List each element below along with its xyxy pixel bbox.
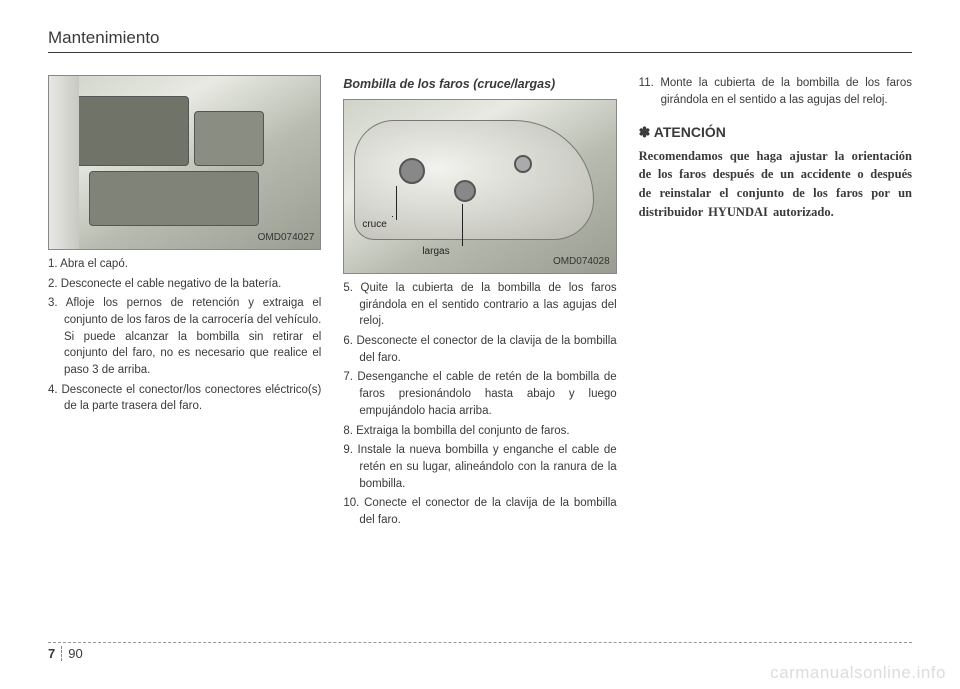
attention-heading: ✽ ATENCIÓN — [639, 122, 912, 142]
footer-divider — [48, 642, 912, 643]
chapter-number: 7 — [48, 646, 62, 661]
steps-list-2: 5. Quite la cubierta de la bombilla de l… — [343, 280, 616, 528]
section-title: Mantenimiento — [48, 28, 912, 48]
column-2: Bombilla de los faros (cruce/largas) cru… — [343, 75, 616, 532]
step-3: 3. Afloje los pernos de retención y extr… — [48, 295, 321, 378]
step-6: 6. Desconecte el conector de la clavija … — [343, 333, 616, 366]
steps-list-3: 11. Monte la cubierta de la bombilla de … — [639, 75, 912, 108]
figure-headlamp: cruce largas OMD074028 — [343, 99, 616, 274]
label-cruce: cruce — [362, 218, 386, 233]
manual-page: Mantenimiento OMD074027 1. Abra el capó.… — [0, 0, 960, 689]
column-1: OMD074027 1. Abra el capó. 2. Desconecte… — [48, 75, 321, 532]
step-2: 2. Desconecte el cable negativo de la ba… — [48, 276, 321, 293]
step-4: 4. Desconecte el conector/los conectores… — [48, 382, 321, 415]
step-8: 8. Extraiga la bombilla del conjunto de … — [343, 423, 616, 440]
label-largas: largas — [422, 245, 449, 260]
page-footer: 7 90 — [48, 646, 83, 661]
step-10: 10. Conecte el conector de la clavija de… — [343, 495, 616, 528]
figure-code-2: OMD074028 — [553, 255, 610, 270]
step-9: 9. Instale la nueva bombilla y enganche … — [343, 442, 616, 492]
step-5: 5. Quite la cubierta de la bombilla de l… — [343, 280, 616, 330]
page-header: Mantenimiento — [48, 28, 912, 53]
figure-code: OMD074027 — [258, 231, 315, 246]
content-columns: OMD074027 1. Abra el capó. 2. Desconecte… — [48, 75, 912, 532]
page-number: 90 — [68, 646, 82, 661]
step-1: 1. Abra el capó. — [48, 256, 321, 273]
steps-list-1: 1. Abra el capó. 2. Desconecte el cable … — [48, 256, 321, 415]
subheading-bulb: Bombilla de los faros (cruce/largas) — [343, 75, 616, 93]
step-7: 7. Desenganche el cable de retén de la b… — [343, 369, 616, 419]
figure-engine-bay: OMD074027 — [48, 75, 321, 250]
column-3: 11. Monte la cubierta de la bombilla de … — [639, 75, 912, 532]
watermark: carmanualsonline.info — [770, 663, 946, 683]
step-11: 11. Monte la cubierta de la bombilla de … — [639, 75, 912, 108]
attention-text: Recomendamos que haga ajustar la orienta… — [639, 147, 912, 222]
